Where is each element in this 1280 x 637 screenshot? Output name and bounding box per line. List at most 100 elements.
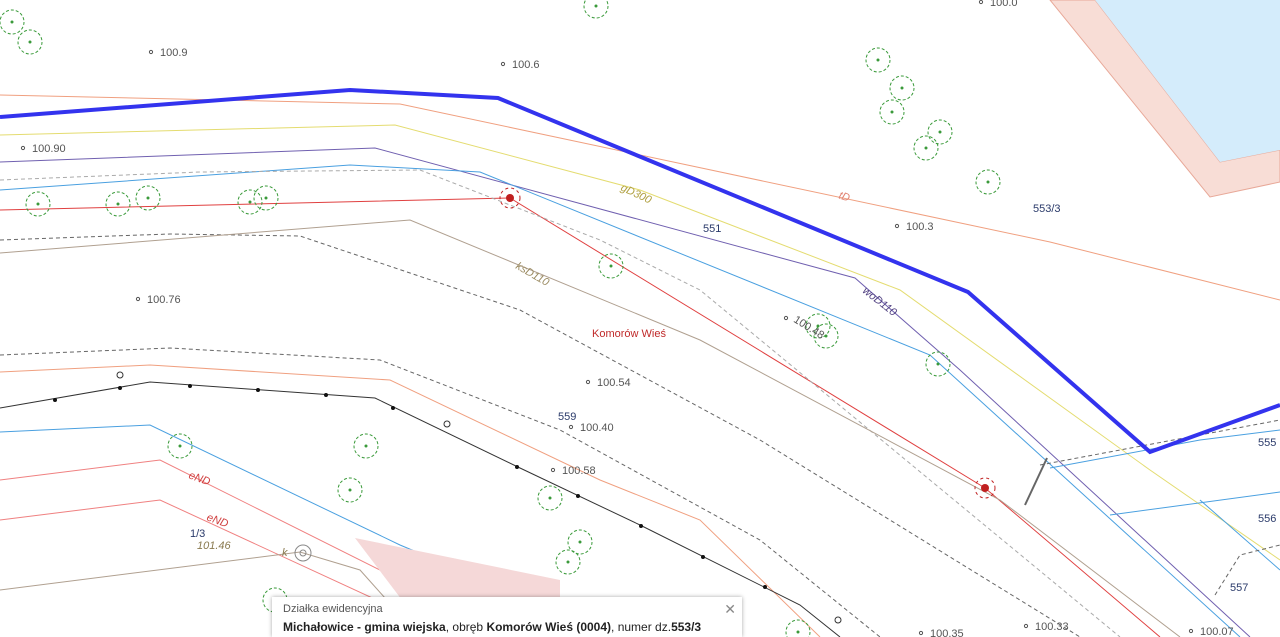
elevation-label: 100.6 bbox=[512, 59, 540, 71]
tree bbox=[237, 189, 263, 215]
close-button[interactable]: ✕ bbox=[724, 601, 736, 617]
pole bbox=[576, 494, 580, 498]
line bbox=[0, 147, 1251, 637]
line bbox=[0, 164, 1241, 637]
elevation-label: 100.07 bbox=[1200, 626, 1234, 637]
road-band bbox=[1049, 0, 1280, 198]
parcel-number: 556 bbox=[1258, 513, 1276, 525]
tree-center bbox=[594, 4, 598, 8]
tree bbox=[253, 185, 279, 211]
elevation-label: 100.90 bbox=[32, 143, 66, 155]
tree bbox=[167, 433, 193, 459]
popup-line: Michałowice - gmina wiejska, obręb Komor… bbox=[283, 620, 701, 634]
pole bbox=[53, 398, 57, 402]
line bbox=[1199, 499, 1280, 571]
elevation-label: 100.40 bbox=[580, 422, 614, 434]
tree bbox=[105, 191, 131, 217]
spot bbox=[585, 379, 591, 385]
line bbox=[0, 94, 1280, 301]
elevation-label: 100.54 bbox=[597, 377, 631, 389]
tree bbox=[25, 191, 51, 217]
parcel-number: 551 bbox=[703, 223, 721, 235]
line bbox=[0, 347, 881, 637]
elevation-label: 100.76 bbox=[147, 294, 181, 306]
text: , obręb bbox=[445, 620, 487, 634]
popup-title: Działka ewidencyjna bbox=[283, 603, 383, 615]
tree-center bbox=[900, 86, 904, 90]
tree bbox=[583, 0, 609, 19]
elevation-label: 100.33 bbox=[1035, 621, 1069, 633]
tree-center bbox=[348, 488, 352, 492]
pole bbox=[188, 384, 192, 388]
spot bbox=[918, 630, 924, 636]
line bbox=[0, 381, 841, 637]
line bbox=[1049, 429, 1280, 469]
node bbox=[974, 477, 996, 499]
water bbox=[1095, 0, 1280, 162]
tree-center bbox=[924, 146, 928, 150]
utility-label: eND bbox=[205, 512, 230, 531]
spot bbox=[1188, 628, 1194, 634]
tree-center bbox=[364, 444, 368, 448]
line bbox=[1214, 544, 1280, 596]
pole bbox=[639, 524, 643, 528]
utility-label: k bbox=[282, 547, 288, 559]
tree bbox=[879, 99, 905, 125]
spot bbox=[148, 49, 154, 55]
elevation-label: 101.46 bbox=[197, 540, 232, 552]
parcel-number: 553/3 bbox=[671, 620, 702, 634]
spot bbox=[978, 0, 984, 5]
tree bbox=[567, 529, 593, 555]
tree bbox=[785, 619, 811, 637]
line bbox=[1039, 419, 1280, 466]
text: , numer dz. bbox=[611, 620, 672, 634]
popup: Działka ewidencyjna Michałowice - gmina … bbox=[272, 597, 742, 637]
tree-center bbox=[28, 40, 32, 44]
tree-center bbox=[876, 58, 880, 62]
tree-center bbox=[548, 496, 552, 500]
line bbox=[0, 364, 821, 637]
parcel-number: 1/3 bbox=[190, 528, 205, 540]
boundary bbox=[0, 87, 1280, 455]
tree-center bbox=[890, 110, 894, 114]
line bbox=[1109, 491, 1280, 516]
pole bbox=[701, 555, 705, 559]
place-name: Komorów Wieś bbox=[592, 328, 666, 340]
pole bbox=[763, 585, 767, 589]
pole bbox=[324, 393, 328, 397]
tree-center bbox=[36, 202, 40, 206]
line bbox=[1024, 457, 1048, 506]
tree-center bbox=[248, 200, 252, 204]
tree-center bbox=[609, 264, 613, 268]
parcel-number: 555 bbox=[1258, 437, 1276, 449]
tree bbox=[337, 477, 363, 503]
node bbox=[834, 616, 842, 624]
tree-center bbox=[178, 444, 182, 448]
line bbox=[0, 219, 1181, 637]
elevation-label: 100.3 bbox=[906, 221, 934, 233]
spot bbox=[894, 223, 900, 229]
node bbox=[116, 371, 124, 379]
tree bbox=[865, 47, 891, 73]
tree-center bbox=[566, 560, 570, 564]
pole bbox=[515, 465, 519, 469]
parcel-number: 553/3 bbox=[1033, 203, 1061, 215]
pole bbox=[256, 388, 260, 392]
tree-center bbox=[936, 362, 940, 366]
pole bbox=[391, 406, 395, 410]
commune: Michałowice - gmina wiejska bbox=[283, 620, 446, 634]
tree-center bbox=[824, 334, 828, 338]
spot bbox=[550, 467, 556, 473]
parcel-number: 559 bbox=[558, 411, 576, 423]
tree bbox=[17, 29, 43, 55]
node bbox=[499, 187, 521, 209]
utility-label: ksD110 bbox=[514, 260, 552, 289]
tree bbox=[555, 549, 581, 575]
tree bbox=[537, 485, 563, 511]
utility-label: woD110 bbox=[860, 285, 899, 319]
elevation-label: 100.9 bbox=[160, 47, 188, 59]
parcel-number: 557 bbox=[1230, 582, 1248, 594]
node bbox=[443, 420, 451, 428]
tree bbox=[975, 169, 1001, 195]
tree bbox=[927, 119, 953, 145]
